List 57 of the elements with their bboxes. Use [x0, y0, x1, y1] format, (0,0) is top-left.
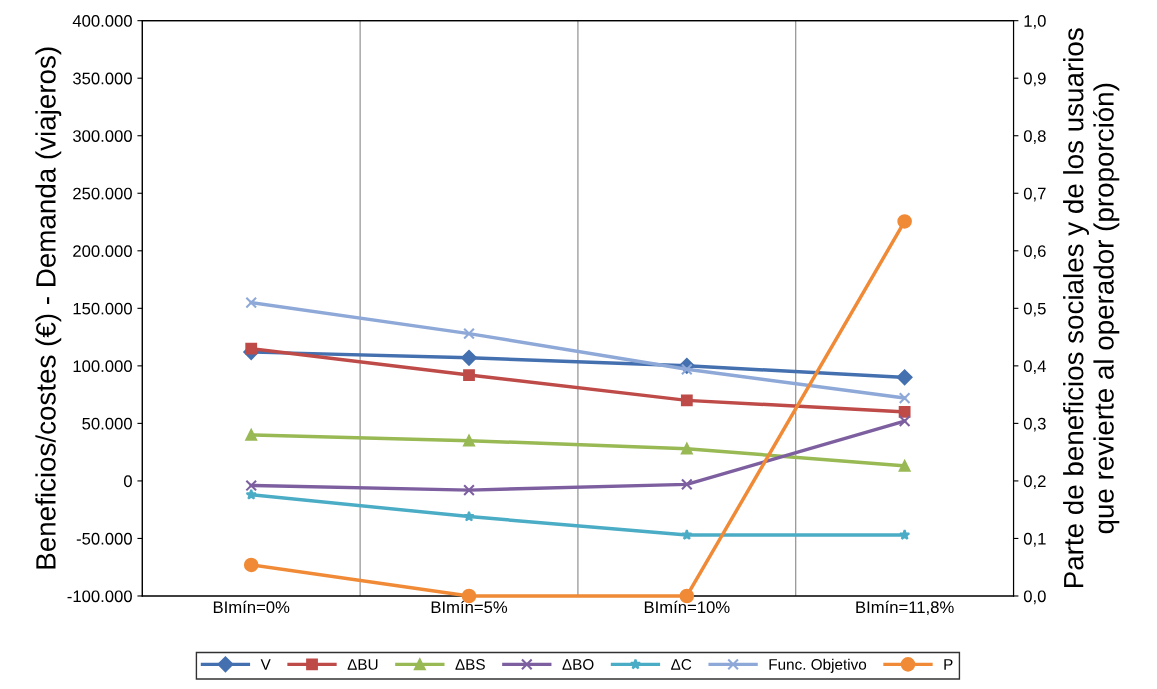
y2-tick-label: 0,7: [1023, 187, 1046, 202]
point: [245, 488, 257, 500]
point: [461, 349, 477, 366]
y-tick-label: 350.000: [72, 72, 132, 85]
y2-tick-label: 0,2: [1023, 475, 1046, 490]
point: [245, 479, 258, 492]
y-tick-label: 150.000: [73, 302, 132, 315]
legend-label: ΔBU: [347, 659, 378, 670]
y2-tick-label: 0,5: [1023, 302, 1046, 317]
x-tick-label: BImín=5%: [431, 600, 508, 614]
y-tick-label: 100.000: [73, 360, 132, 373]
point: [680, 478, 693, 491]
y-tick-label: 250.000: [73, 187, 132, 200]
y2-tick-label: 0,6: [1023, 245, 1046, 259]
point: [898, 415, 911, 427]
point: [897, 214, 912, 229]
legend-label: V: [260, 659, 271, 670]
point: [463, 434, 475, 447]
point: [898, 405, 911, 418]
legend-label: ΔBO: [562, 659, 594, 670]
point: [680, 442, 693, 455]
legend-label: Func. Objetivo: [769, 658, 867, 673]
point: [463, 510, 475, 522]
y2-tick-label: 0,3: [1023, 417, 1046, 432]
y-tick-label: 400.000: [72, 15, 132, 27]
point: [898, 460, 911, 472]
y2-axis-title: Parte de beneficios sociales y de los usuarios que revierte al operador (proporción): [1063, 28, 1120, 588]
y-tick-label: -100.000: [67, 590, 132, 603]
x-tick-label: BImín=0%: [213, 600, 290, 614]
y2-tick-label: 0,8: [1023, 130, 1046, 144]
point: [245, 342, 258, 355]
legend-label: ΔC: [671, 659, 692, 670]
y2-tick-label: 0,1: [1023, 532, 1046, 547]
y2-tick-label: 1,0: [1024, 15, 1046, 29]
legend-label: ΔBS: [455, 659, 485, 670]
point: [463, 484, 475, 497]
point: [463, 369, 475, 381]
point: [896, 369, 913, 386]
y2-tick-label: 0,4: [1023, 360, 1046, 375]
legend-label: P: [944, 659, 953, 670]
point: [681, 529, 693, 540]
y-tick-label: 0: [123, 475, 132, 488]
x-tick-label: BImín=10%: [644, 600, 730, 614]
y2-tick-label: 0,0: [1023, 590, 1046, 605]
point: [680, 394, 693, 407]
y-axis-title: Beneficios/costes (€) - Demanda (viajeros): [35, 47, 62, 569]
point: [243, 557, 259, 573]
y-tick-label: 300.000: [72, 130, 132, 142]
point: [898, 529, 911, 540]
y-tick-label: 50.000: [82, 417, 132, 430]
y-tick-label: -50.000: [76, 532, 132, 545]
y-tick-label: 200.000: [73, 245, 132, 257]
point: [245, 296, 258, 309]
x-tick-label: BImín=11,8%: [856, 600, 954, 616]
point: [898, 392, 911, 404]
y2-tick-label: 0,9: [1023, 72, 1046, 87]
point: [463, 327, 475, 340]
